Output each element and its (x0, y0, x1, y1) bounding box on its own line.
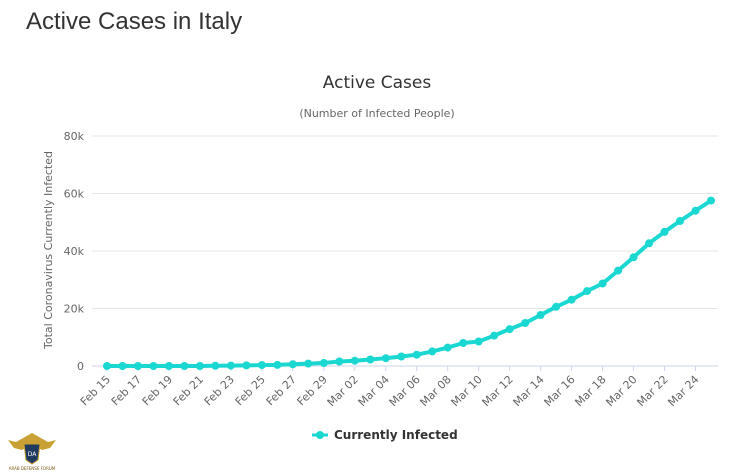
shield-icon (23, 443, 41, 465)
x-tick-label: Mar 24 (665, 373, 701, 409)
data-point[interactable] (350, 356, 359, 365)
data-point[interactable] (134, 362, 142, 370)
data-point[interactable] (211, 361, 220, 370)
data-point[interactable] (180, 362, 189, 370)
legend-item-currently-infected[interactable]: Currently Infected (334, 428, 458, 442)
x-tick-label: Mar 12 (480, 373, 516, 409)
x-tick-label: Mar 08 (418, 373, 454, 409)
data-point[interactable] (428, 347, 437, 356)
x-tick-label: Feb 23 (202, 373, 237, 408)
x-tick-label: Feb 29 (295, 373, 330, 408)
data-point[interactable] (319, 359, 328, 367)
data-point[interactable] (567, 295, 576, 304)
data-point[interactable] (505, 325, 514, 334)
x-tick-label: Feb 21 (171, 373, 206, 408)
data-point[interactable] (629, 253, 638, 262)
data-point[interactable] (459, 339, 468, 347)
y-axis-label: Total Coronavirus Currently Infected (42, 151, 55, 350)
logo-abbr: DA (28, 451, 38, 458)
legend-marker-icon (316, 431, 324, 439)
data-point[interactable] (195, 362, 204, 370)
data-point[interactable] (304, 359, 313, 368)
forum-logo: DA ARAB DEFENSE FORUM (8, 433, 56, 471)
logo-name: ARAB DEFENSE FORUM (9, 466, 56, 471)
data-point[interactable] (366, 355, 375, 364)
x-tick-label: Mar 18 (572, 373, 608, 409)
data-point[interactable] (474, 337, 483, 346)
data-point[interactable] (412, 350, 421, 359)
data-point[interactable] (443, 343, 452, 352)
y-axis-ticks: 0 20k 40k 60k 80k (64, 130, 85, 373)
x-tick-label: Mar 02 (325, 373, 361, 409)
x-tick-label: Feb 25 (233, 373, 268, 408)
y-tick-label: 0 (77, 360, 84, 373)
chart-title: Active Cases (323, 73, 432, 93)
data-point[interactable] (118, 362, 127, 370)
x-tick-label: Mar 04 (356, 373, 392, 409)
data-point[interactable] (598, 279, 607, 288)
x-tick-label: Feb 17 (109, 373, 144, 408)
series-line[interactable] (105, 198, 713, 368)
x-tick-label: Feb 15 (78, 373, 113, 408)
x-tick-label: Mar 16 (541, 373, 577, 409)
data-point[interactable] (288, 360, 297, 369)
x-tick-label: Mar 06 (387, 373, 423, 409)
y-tick-label: 60k (64, 188, 85, 201)
data-point[interactable] (164, 362, 173, 370)
data-point[interactable] (707, 196, 715, 205)
data-point[interactable] (645, 239, 654, 248)
data-point[interactable] (257, 361, 266, 370)
x-tick-label: Mar 14 (511, 373, 547, 409)
y-tick-label: 40k (64, 245, 85, 258)
page-title: Active Cases in Italy (26, 8, 243, 35)
data-point[interactable] (242, 361, 251, 370)
x-tick-label: Mar 20 (603, 373, 639, 409)
data-point[interactable] (149, 362, 158, 370)
x-tick-label: Mar 10 (449, 373, 485, 409)
grid-lines (92, 135, 718, 309)
data-point[interactable] (536, 311, 545, 319)
x-tick-label: Feb 27 (264, 373, 299, 408)
chart-subtitle: (Number of Infected People) (299, 107, 454, 120)
data-point[interactable] (103, 362, 111, 370)
data-point[interactable] (335, 357, 344, 366)
data-point[interactable] (381, 354, 390, 363)
data-point[interactable] (660, 227, 669, 236)
legend[interactable]: Currently Infected (312, 428, 458, 442)
data-point[interactable] (397, 352, 406, 361)
series-currently-infected[interactable] (103, 196, 715, 370)
data-point[interactable] (273, 360, 282, 369)
data-point[interactable] (226, 361, 235, 370)
x-tick-label: Mar 22 (634, 373, 670, 409)
data-point[interactable] (691, 206, 700, 215)
data-point[interactable] (676, 217, 684, 225)
y-tick-label: 80k (64, 130, 85, 143)
y-tick-label: 20k (64, 303, 85, 316)
data-point[interactable] (583, 287, 592, 296)
data-point[interactable] (552, 302, 561, 311)
data-point[interactable] (614, 266, 623, 275)
data-point[interactable] (521, 319, 530, 327)
eagle-wings-icon (8, 433, 56, 450)
data-point[interactable] (490, 331, 499, 340)
x-tick-label: Feb 19 (140, 373, 175, 408)
